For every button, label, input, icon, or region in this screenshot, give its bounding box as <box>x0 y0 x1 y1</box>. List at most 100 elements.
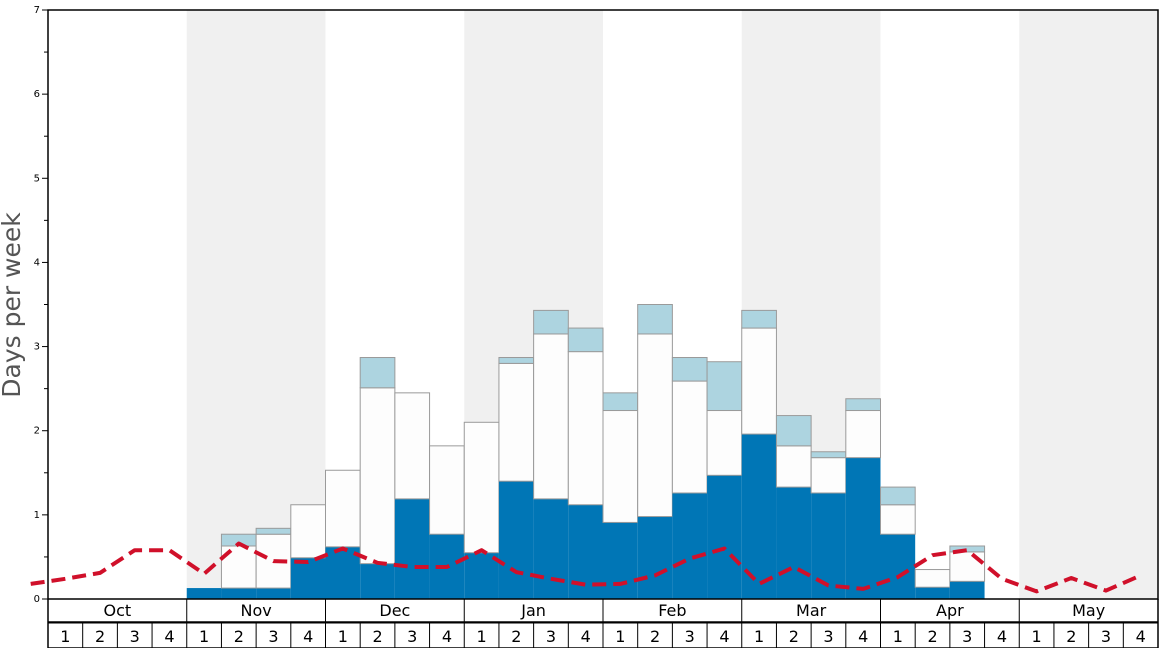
week-label: 2 <box>927 627 937 646</box>
bar-segment <box>255 527 292 535</box>
bar-segment <box>498 362 535 482</box>
y-tick-label: 6 <box>34 89 40 100</box>
month-label-jan: Jan <box>520 601 546 620</box>
bar-segment <box>325 546 361 599</box>
bar-segment <box>637 304 673 335</box>
bar-segment <box>533 498 569 599</box>
bar-segment <box>603 522 638 599</box>
week-label: 1 <box>60 627 70 646</box>
bar-segment <box>741 327 777 435</box>
week-label: 4 <box>1136 627 1146 646</box>
week-label: 2 <box>789 627 799 646</box>
bar-segment <box>221 588 257 599</box>
bar-segment <box>533 333 569 500</box>
bar-segment <box>325 469 361 548</box>
week-label: 3 <box>546 627 556 646</box>
bar-segment <box>915 587 950 599</box>
bar-segment <box>637 516 673 599</box>
bar-segment <box>880 504 916 535</box>
bar-segment <box>671 357 708 382</box>
bar-segment <box>567 327 604 353</box>
week-label: 2 <box>511 627 521 646</box>
trend-line <box>30 541 1142 594</box>
bar-segment <box>567 351 604 506</box>
week-label: 2 <box>650 627 660 646</box>
bar-segment <box>706 361 743 412</box>
week-label: 3 <box>268 627 278 646</box>
bar-segment <box>637 333 673 518</box>
bar-segment <box>671 380 708 494</box>
bars <box>186 304 986 599</box>
week-label: 1 <box>338 627 348 646</box>
bar-segment <box>359 357 396 389</box>
week-label: 3 <box>130 627 140 646</box>
month-label-mar: Mar <box>796 601 827 620</box>
week-label: 4 <box>858 627 868 646</box>
week-label: 2 <box>372 627 382 646</box>
week-label: 1 <box>477 627 487 646</box>
month-label-apr: Apr <box>936 601 964 620</box>
week-label: 4 <box>164 627 174 646</box>
bar-segment <box>463 421 500 554</box>
month-label-dec: Dec <box>379 601 410 620</box>
month-label-may: May <box>1072 601 1105 620</box>
week-label: 4 <box>719 627 729 646</box>
week-label: 2 <box>234 627 244 646</box>
week-label: 4 <box>581 627 591 646</box>
month-label-nov: Nov <box>241 601 272 620</box>
bar-segment <box>533 309 569 335</box>
week-label: 3 <box>407 627 417 646</box>
week-label: 4 <box>997 627 1007 646</box>
week-label: 2 <box>1066 627 1076 646</box>
week-label: 1 <box>754 627 764 646</box>
x-axis: Oct Nov Dec Jan Feb Mar Apr May 1 2 3 4 1 2 3 4 1 2 3 4 1 2 3 4… <box>47 599 1159 648</box>
month-label-oct: Oct <box>104 601 132 620</box>
week-label: 3 <box>823 627 833 646</box>
bar-segment <box>845 398 881 412</box>
month-bands <box>186 10 1158 599</box>
bar-segment <box>290 557 326 599</box>
week-label: 1 <box>199 627 209 646</box>
month-band-nov <box>186 10 326 599</box>
y-axis-label: Days per week <box>0 212 26 398</box>
y-tick-label: 5 <box>34 173 40 184</box>
bar-segment <box>359 387 396 565</box>
y-tick-label: 0 <box>34 594 40 605</box>
bar-segment <box>845 457 881 599</box>
y-tick-label: 1 <box>34 510 40 521</box>
y-tick-label: 7 <box>34 5 40 16</box>
bar-segment <box>394 498 430 599</box>
bar-segment <box>602 392 639 412</box>
bar-segment <box>464 552 499 599</box>
bar-segment <box>776 487 812 599</box>
trend-line-path <box>30 541 1142 594</box>
bar-segment <box>707 475 742 599</box>
bar-segment <box>360 563 395 599</box>
bar-segment <box>810 451 847 459</box>
week-label: 1 <box>893 627 903 646</box>
bar-segment <box>810 457 847 494</box>
bar-segment <box>186 588 222 599</box>
week-label: 2 <box>95 627 105 646</box>
bar-segment <box>880 486 916 506</box>
week-label: 1 <box>615 627 625 646</box>
bar-segment <box>602 410 639 523</box>
bar-segment <box>672 492 708 599</box>
y-tick-label: 2 <box>34 426 40 437</box>
y-axis: 0 1 2 3 4 5 6 7 <box>34 5 48 605</box>
bar-segment <box>775 445 812 488</box>
week-label: 4 <box>303 627 313 646</box>
bar-segment <box>949 551 986 582</box>
y-tick-label: 4 <box>34 257 40 268</box>
week-label: 3 <box>685 627 695 646</box>
bar-segment <box>775 415 812 447</box>
week-label: 1 <box>1032 627 1042 646</box>
bar-segment <box>394 392 431 500</box>
bar-segment <box>949 545 986 553</box>
bar-segment <box>256 588 291 599</box>
y-tick-label: 3 <box>34 342 40 353</box>
month-label-feb: Feb <box>658 601 686 620</box>
bar-segment <box>811 492 846 599</box>
month-band-may <box>1019 10 1158 599</box>
bar-segment <box>706 410 743 476</box>
